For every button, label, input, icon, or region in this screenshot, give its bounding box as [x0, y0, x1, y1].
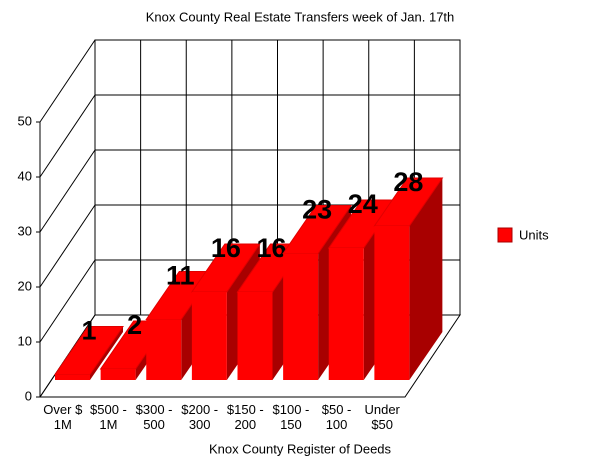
- bar: [146, 319, 182, 380]
- bar: [191, 292, 227, 380]
- value-label: 24: [348, 189, 378, 219]
- chart-title: Knox County Real Estate Transfers week o…: [146, 9, 455, 24]
- grid-line: [39, 204, 96, 288]
- value-label: 2: [127, 310, 142, 340]
- x-tick-label: $300 - 500: [135, 402, 173, 432]
- x-tick-label: $500 - 1M: [90, 402, 127, 432]
- grid-line: [39, 259, 96, 343]
- bar: [100, 369, 136, 380]
- value-label: 16: [256, 233, 286, 263]
- grid-line: [39, 94, 96, 178]
- y-tick-label: 40: [18, 168, 32, 183]
- y-tick-label: 0: [25, 388, 32, 403]
- y-tick-label: 50: [18, 113, 32, 128]
- x-tick-label: $200 - 300: [181, 402, 219, 432]
- bar: [283, 253, 319, 380]
- value-label: 16: [211, 233, 241, 263]
- x-tick-label: $50 - 100: [321, 402, 352, 432]
- value-label: 23: [302, 195, 332, 225]
- bar-side: [90, 326, 123, 380]
- x-tick-label: $100 - 150: [272, 402, 310, 432]
- value-label: 28: [393, 167, 423, 197]
- x-axis-label: Knox County Register of Deeds: [209, 441, 392, 456]
- y-tick-label: 10: [18, 333, 32, 348]
- y-tick-label: 20: [18, 278, 32, 293]
- x-tick-label: Over $ 1M: [43, 402, 83, 432]
- grid-line: [39, 39, 96, 123]
- legend-label: Units: [519, 227, 549, 242]
- x-tick-label: $150 - 200: [226, 402, 264, 432]
- legend-swatch: [497, 227, 513, 243]
- bar-side: [409, 178, 443, 380]
- value-label: 11: [166, 261, 195, 291]
- grid-line: [39, 149, 96, 233]
- bar: [55, 374, 90, 380]
- bar: [374, 226, 410, 380]
- value-label: 1: [81, 316, 96, 346]
- bar: [237, 292, 273, 380]
- x-tick-label: Under $50: [364, 402, 400, 432]
- bar: [328, 248, 364, 380]
- y-tick-label: 30: [18, 223, 32, 238]
